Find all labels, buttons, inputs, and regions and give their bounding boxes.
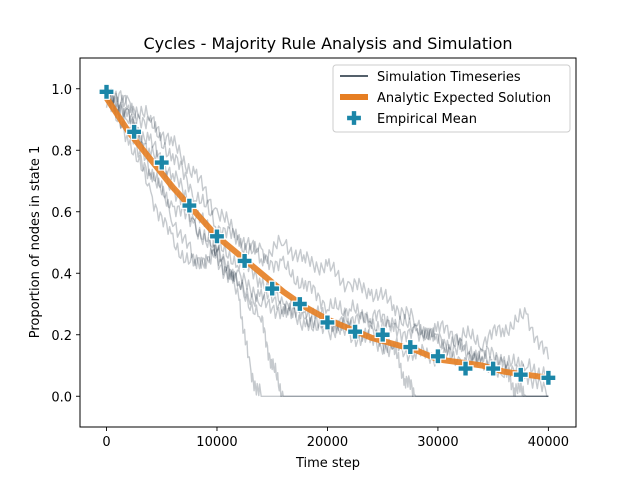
legend-swatch-marker: [345, 109, 363, 127]
y-axis: 0.0 0.2 0.4 0.6 0.8 1.0: [51, 83, 80, 405]
empirical-mean-marker: [512, 366, 529, 383]
y-tick-label: 1.0: [51, 83, 72, 98]
x-tick-label: 20000: [307, 435, 348, 450]
y-tick-label: 0.2: [51, 329, 72, 344]
x-axis-title: Time step: [295, 456, 360, 471]
plot-frame: [79, 57, 577, 428]
empirical-mean-marker: [236, 252, 253, 270]
empirical-mean-marker: [346, 323, 364, 340]
simulation-line: [105, 90, 549, 397]
y-tick-label: 0.8: [51, 144, 72, 159]
legend-marker-icon: [345, 109, 363, 127]
empirical-mean-marker: [540, 369, 557, 386]
legend-label-analytic: Analytic Expected Solution: [377, 91, 551, 106]
legend-label-simulation: Simulation Timeseries: [377, 70, 521, 85]
simulation-line: [105, 89, 550, 360]
empirical-mean-marker: [126, 123, 143, 140]
empirical-mean-marker: [402, 338, 419, 356]
simulation-line: [105, 88, 549, 397]
x-tick-label: 30000: [417, 435, 458, 450]
legend-label-marker: Empirical Mean: [377, 112, 477, 127]
empirical-mean-marker: [457, 360, 474, 377]
y-axis-title: Proportion of nodes in state 1: [28, 146, 43, 339]
y-tick-label: 0.0: [51, 390, 72, 405]
empirical-mean-markers: [98, 83, 557, 386]
empirical-mean-marker: [291, 295, 308, 313]
empirical-mean-marker: [429, 348, 447, 365]
legend-frame: [332, 64, 571, 133]
chart-title: Cycles - Majority Rule Analysis and Simu…: [143, 34, 512, 53]
empirical-mean-marker: [374, 326, 391, 343]
x-axis: 0 10000 20000 30000 40000: [102, 427, 569, 450]
y-tick-label: 0.6: [51, 206, 72, 221]
empirical-mean-marker: [208, 228, 226, 245]
empirical-mean-marker: [319, 314, 336, 331]
x-tick-label: 0: [102, 435, 110, 450]
empirical-mean-marker: [98, 83, 115, 100]
y-tick-label: 0.4: [51, 267, 72, 282]
x-tick-label: 10000: [196, 435, 237, 450]
empirical-mean-marker: [264, 280, 281, 297]
empirical-mean-marker: [153, 154, 170, 171]
empirical-mean-marker: [485, 360, 502, 377]
empirical-mean-marker: [181, 197, 198, 214]
legend: Simulation Timeseries Analytic Expected …: [332, 64, 571, 133]
x-tick-label: 40000: [528, 435, 569, 450]
